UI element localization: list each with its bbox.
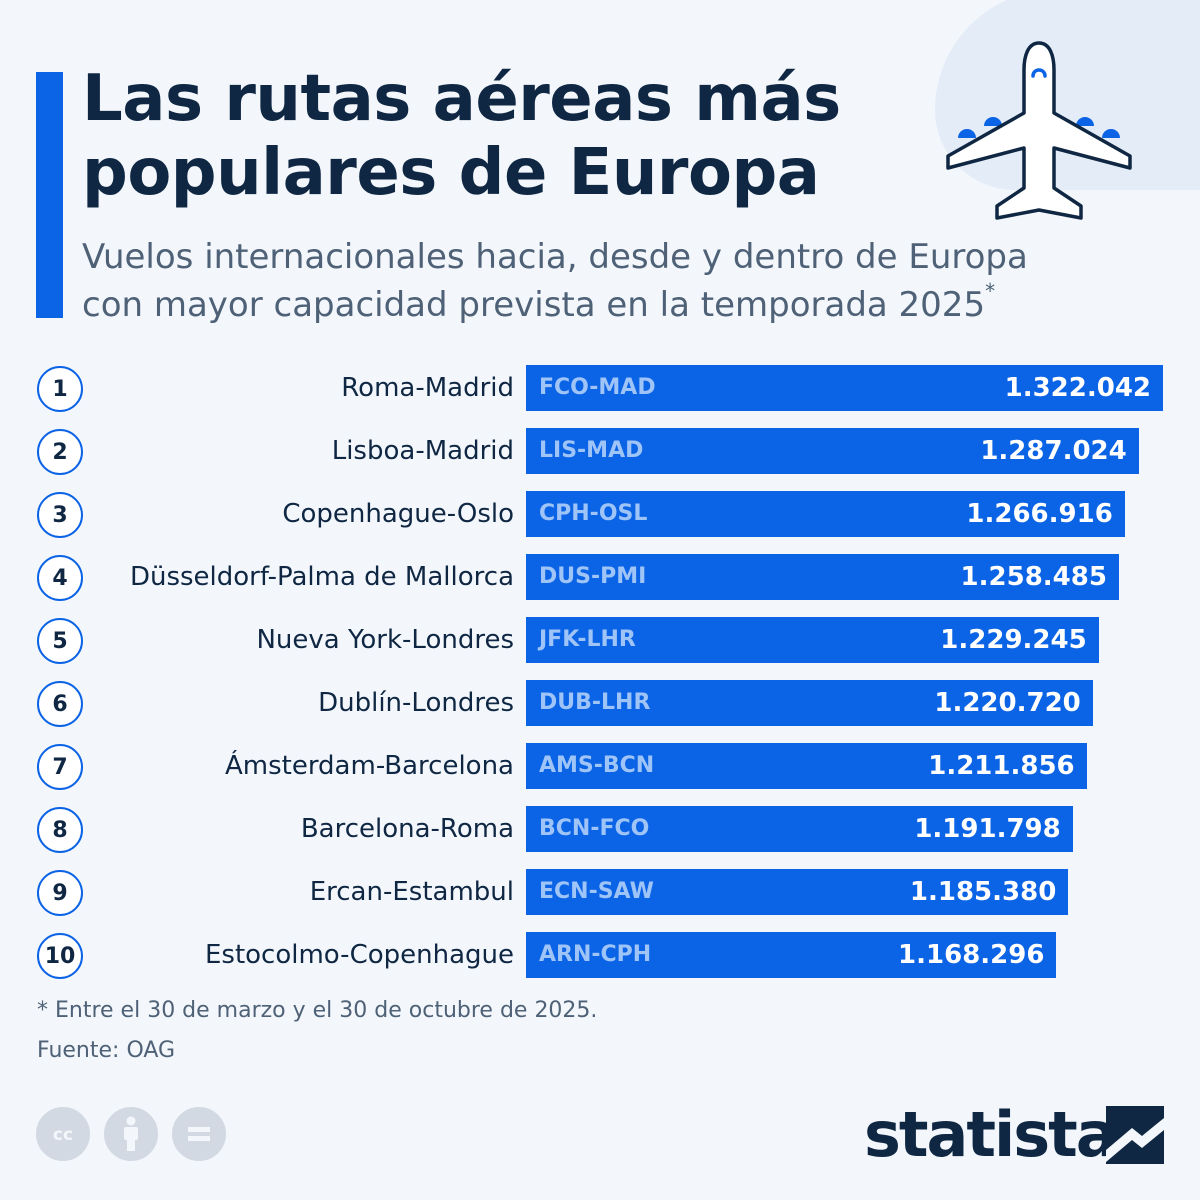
- route-code-label: DUB-LHR: [539, 690, 651, 715]
- value-label: 1.191.798: [914, 814, 1061, 844]
- value-label: 1.168.296: [898, 940, 1045, 970]
- chart-row: 3 Copenhague-Oslo CPH-OSL 1.266.916: [0, 491, 1200, 538]
- rank-badge: 7: [37, 744, 83, 790]
- route-label: Roma-Madrid: [341, 373, 514, 403]
- cc-icon[interactable]: cc: [36, 1107, 90, 1161]
- route-label: Düsseldorf-Palma de Mallorca: [129, 562, 514, 592]
- bar: AMS-BCN 1.211.856: [526, 743, 1087, 789]
- bar: JFK-LHR 1.229.245: [526, 617, 1099, 663]
- route-label: Lisboa-Madrid: [331, 436, 514, 466]
- no-derivatives-icon[interactable]: [172, 1107, 226, 1161]
- value-label: 1.287.024: [980, 436, 1127, 466]
- route-code-label: AMS-BCN: [539, 753, 655, 778]
- chart-row: 7 Ámsterdam-Barcelona AMS-BCN 1.211.856: [0, 743, 1200, 790]
- route-label: Barcelona-Roma: [300, 814, 514, 844]
- title-accent-bar: [36, 72, 63, 318]
- rank-badge: 3: [37, 492, 83, 538]
- value-label: 1.185.380: [909, 877, 1057, 907]
- value-label: 1.266.916: [966, 499, 1113, 529]
- bar: ECN-SAW 1.185.380: [526, 869, 1069, 915]
- route-label: Ámsterdam-Barcelona: [224, 751, 514, 781]
- route-code-label: BCN-FCO: [539, 816, 650, 841]
- footnote: * Entre el 30 de marzo y el 30 de octubr…: [37, 998, 598, 1023]
- route-label: Nueva York-Londres: [256, 625, 514, 655]
- rank-badge: 9: [37, 870, 83, 916]
- statista-logo-icon[interactable]: [1106, 1106, 1164, 1164]
- page-subtitle: Vuelos internacionales hacia, desde y de…: [82, 233, 1092, 329]
- bar: DUS-PMI 1.258.485: [526, 554, 1119, 600]
- route-code-label: ECN-SAW: [539, 879, 654, 904]
- bar: CPH-OSL 1.266.916: [526, 491, 1125, 537]
- rank-badge: 2: [37, 429, 83, 475]
- bar: FCO-MAD 1.322.042: [526, 365, 1163, 411]
- chart-row: 10 Estocolmo-Copenhague ARN-CPH 1.168.296: [0, 932, 1200, 979]
- route-label: Ercan-Estambul: [309, 877, 514, 907]
- statista-logo-text[interactable]: statista: [864, 1098, 1118, 1171]
- route-code-label: CPH-OSL: [539, 501, 648, 526]
- rank-badge: 1: [37, 366, 83, 412]
- svg-text:cc: cc: [53, 1125, 73, 1145]
- bar: LIS-MAD 1.287.024: [526, 428, 1139, 474]
- chart-row: 6 Dublín-Londres DUB-LHR 1.220.720: [0, 680, 1200, 727]
- bar: BCN-FCO 1.191.798: [526, 806, 1073, 852]
- page-title: Las rutas aéreas más populares de Europa: [82, 62, 841, 210]
- value-label: 1.229.245: [940, 625, 1087, 655]
- value-label: 1.220.720: [934, 688, 1081, 718]
- rank-badge: 5: [37, 618, 83, 664]
- chart-row: 5 Nueva York-Londres JFK-LHR 1.229.245: [0, 617, 1200, 664]
- chart-row: 1 Roma-Madrid FCO-MAD 1.322.042: [0, 365, 1200, 412]
- value-label: 1.258.485: [960, 562, 1107, 592]
- airplane-icon: [946, 41, 1132, 220]
- chart-row: 8 Barcelona-Roma BCN-FCO 1.191.798: [0, 806, 1200, 853]
- value-label: 1.211.856: [928, 751, 1075, 781]
- value-label: 1.322.042: [1004, 373, 1151, 403]
- rank-badge: 8: [37, 807, 83, 853]
- rank-badge: 10: [37, 933, 83, 979]
- chart-row: 4 Düsseldorf-Palma de Mallorca DUS-PMI 1.25…: [0, 554, 1200, 601]
- chart-row: 2 Lisboa-Madrid LIS-MAD 1.287.024: [0, 428, 1200, 475]
- route-code-label: JFK-LHR: [539, 627, 636, 652]
- route-code-label: ARN-CPH: [539, 942, 652, 967]
- route-label: Estocolmo-Copenhague: [204, 940, 514, 970]
- source-note: Fuente: OAG: [37, 1038, 176, 1063]
- rank-badge: 6: [37, 681, 83, 727]
- route-code-label: FCO-MAD: [539, 375, 656, 400]
- bar: DUB-LHR 1.220.720: [526, 680, 1093, 726]
- license-icons: cc: [36, 1107, 226, 1161]
- bar: ARN-CPH 1.168.296: [526, 932, 1057, 978]
- subtitle-text: Vuelos internacionales hacia, desde y de…: [82, 237, 1028, 325]
- route-label: Copenhague-Oslo: [282, 499, 514, 529]
- route-code-label: LIS-MAD: [539, 438, 644, 463]
- rank-badge: 4: [37, 555, 83, 601]
- chart-row: 9 Ercan-Estambul ECN-SAW 1.185.380: [0, 869, 1200, 916]
- attribution-icon[interactable]: [104, 1107, 158, 1161]
- route-label: Dublín-Londres: [318, 688, 514, 718]
- route-code-label: DUS-PMI: [539, 564, 647, 589]
- subtitle-footnote-marker: *: [985, 279, 996, 303]
